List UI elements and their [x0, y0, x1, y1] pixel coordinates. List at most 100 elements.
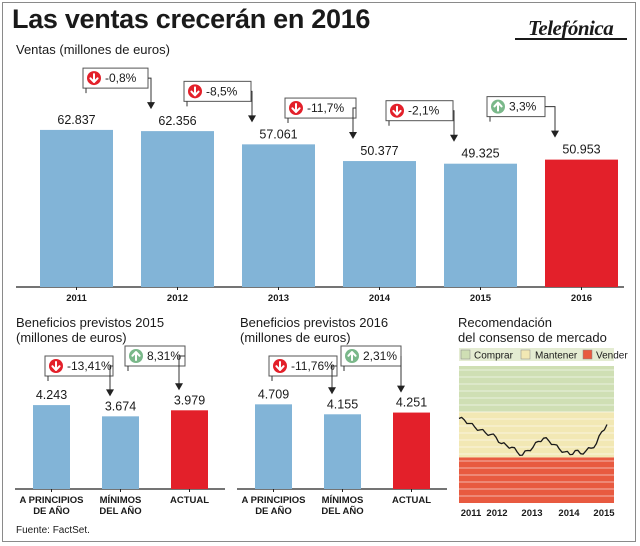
consensus-x-tick-2012: 2012: [486, 508, 507, 519]
panel1-category-1-line-1: DEL AÑO: [99, 506, 141, 517]
consensus-x-tick-2011: 2011: [461, 508, 482, 519]
panel2-change-0-connector: [331, 365, 337, 390]
profits-2015-title: Beneficios previstos 2015 (millones de e…: [16, 315, 164, 345]
profits-2015-title-line-2: (millones de euros): [16, 330, 127, 345]
main-change-0-label: -0,8%: [105, 71, 137, 85]
consensus-line: [458, 416, 608, 456]
consensus-title: Recomendación del consenso de mercado: [458, 315, 607, 345]
consensus-x-tick-2013: 2013: [521, 508, 542, 519]
panel1-category-0-line-0: A PRINCIPIOS: [19, 495, 83, 506]
main-change-4-up-arrow-icon: [491, 99, 505, 114]
panel2-change-1-up-arrow-icon: [345, 349, 359, 363]
panel0-value-label-4: 49.325: [461, 147, 499, 161]
main-change-1-down-arrow-icon: [188, 84, 202, 99]
profits-2016-title-line-1: Beneficios previstos 2016: [240, 315, 389, 330]
legend-swatch-0: [460, 349, 471, 360]
chart-frame: [2, 2, 636, 542]
panel0-bar-0: [40, 129, 113, 287]
panel1-change-0-down-arrow-icon: [49, 359, 63, 373]
panel0-value-label-2: 57.061: [259, 127, 297, 141]
main-change-3-down-arrow-icon: [390, 103, 404, 118]
main-change-1-label: -8,5%: [206, 84, 238, 98]
consensus-x-tick-2015: 2015: [593, 508, 615, 519]
panel2-category-0-line-1: DE AÑO: [255, 506, 292, 517]
panel2-value-label-1: 4.155: [327, 397, 358, 411]
panel1-value-label-0: 4.243: [36, 388, 67, 402]
legend-label-1: Mantener: [535, 351, 578, 362]
main-change-3-pointer: [450, 134, 458, 142]
profits-2016-title-line-2: (millones de euros): [240, 330, 351, 345]
panel2-change-0-down-arrow-icon: [273, 359, 287, 373]
panel0-category-5: 2016: [571, 293, 592, 304]
page-title: Las ventas crecerán en 2016: [12, 4, 371, 34]
panel1-change-1-connector: [178, 355, 185, 386]
main-change-2-down-arrow-icon: [289, 101, 303, 116]
panel0-category-3: 2014: [369, 293, 391, 304]
consensus-band-vender: [459, 457, 614, 503]
panel0-bar-4: [444, 163, 517, 287]
consensus-x-tick-2014: 2014: [558, 508, 580, 519]
panel0-category-0: 2011: [66, 293, 87, 304]
panel1-value-label-1: 3.674: [105, 399, 136, 413]
panel2-category-1-line-0: MÍNIMOS: [322, 495, 364, 506]
panel2-value-label-2: 4.251: [396, 396, 427, 410]
main-chart-title: Ventas (millones de euros): [16, 42, 170, 57]
panel0-category-1: 2012: [167, 293, 188, 304]
panel2-bar-1: [324, 414, 361, 489]
legend-label-0: Comprar: [474, 351, 514, 362]
logo-underline: [515, 38, 627, 40]
panel0-bar-1: [141, 131, 214, 287]
main-change-0-down-arrow-icon: [87, 71, 101, 86]
legend-swatch-1: [520, 349, 531, 360]
consensus-title-line-2: del consenso de mercado: [458, 330, 607, 345]
panel2-bar-2: [393, 412, 430, 489]
panel2-category-1-line-1: DEL AÑO: [321, 506, 363, 517]
legend-strip: [459, 348, 614, 361]
main-change-2-pointer: [349, 132, 357, 140]
legend-swatch-2: [582, 349, 593, 360]
panel2-change-1-label: 2,31%: [363, 349, 397, 363]
panel1-category-1-line-0: MÍNIMOS: [100, 495, 142, 506]
profits-2015-title-line-1: Beneficios previstos 2015: [16, 315, 165, 330]
panel2-change-0-pointer: [328, 387, 336, 395]
panel1-change-0-label: -13,41%: [67, 359, 112, 373]
panel1-category-0-line-1: DE AÑO: [33, 506, 70, 517]
main-change-2-label: -11,7%: [307, 101, 344, 115]
telefonica-logo: Telefónica: [528, 16, 614, 40]
main-change-4-pointer: [551, 130, 559, 138]
panel2-value-label-0: 4.709: [258, 387, 289, 401]
consensus-band-mantener: [459, 411, 614, 458]
panel0-bar-2: [242, 144, 315, 287]
main-change-0-pointer: [147, 102, 155, 110]
panel1-value-label-2: 3.979: [174, 393, 205, 407]
panel0-bar-3: [343, 161, 416, 287]
main-change-1-connector: [251, 90, 253, 118]
panel2-category-0-line-0: A PRINCIPIOS: [241, 495, 305, 506]
consensus-title-line-1: Recomendación: [458, 315, 552, 330]
main-change-3-connector: [453, 110, 455, 137]
main-change-4-label: 3,3%: [509, 100, 537, 114]
panel1-bar-0: [33, 405, 70, 489]
panel0-value-label-1: 62.356: [158, 114, 196, 128]
main-change-4-connector: [545, 106, 556, 133]
panel0-value-label-3: 50.377: [360, 144, 398, 158]
panel1-change-1-up-arrow-icon: [129, 349, 143, 363]
source-note: Fuente: FactSet.: [16, 525, 90, 536]
panel1-change-1-pointer: [175, 383, 183, 391]
panel1-bar-2: [171, 410, 208, 489]
panel1-change-0-connector: [109, 365, 113, 392]
consensus-band-comprar: [459, 366, 614, 412]
panel0-category-2: 2013: [268, 293, 289, 304]
panel2-bar-0: [255, 404, 292, 489]
panel0-category-4: 2015: [470, 293, 492, 304]
panel2-change-0-label: -11,76%: [291, 359, 335, 373]
main-change-3-label: -2,1%: [408, 104, 440, 118]
panel2-category-2: ACTUAL: [392, 495, 431, 506]
panel1-category-2: ACTUAL: [170, 495, 209, 506]
panel1-bar-1: [102, 416, 139, 489]
main-change-2-connector: [352, 107, 356, 135]
legend-label-2: Vender: [596, 351, 628, 362]
panel2-change-1-pointer: [397, 385, 405, 393]
panel1-change-1-label: 8,31%: [147, 349, 181, 363]
panel0-bar-5: [545, 159, 618, 287]
